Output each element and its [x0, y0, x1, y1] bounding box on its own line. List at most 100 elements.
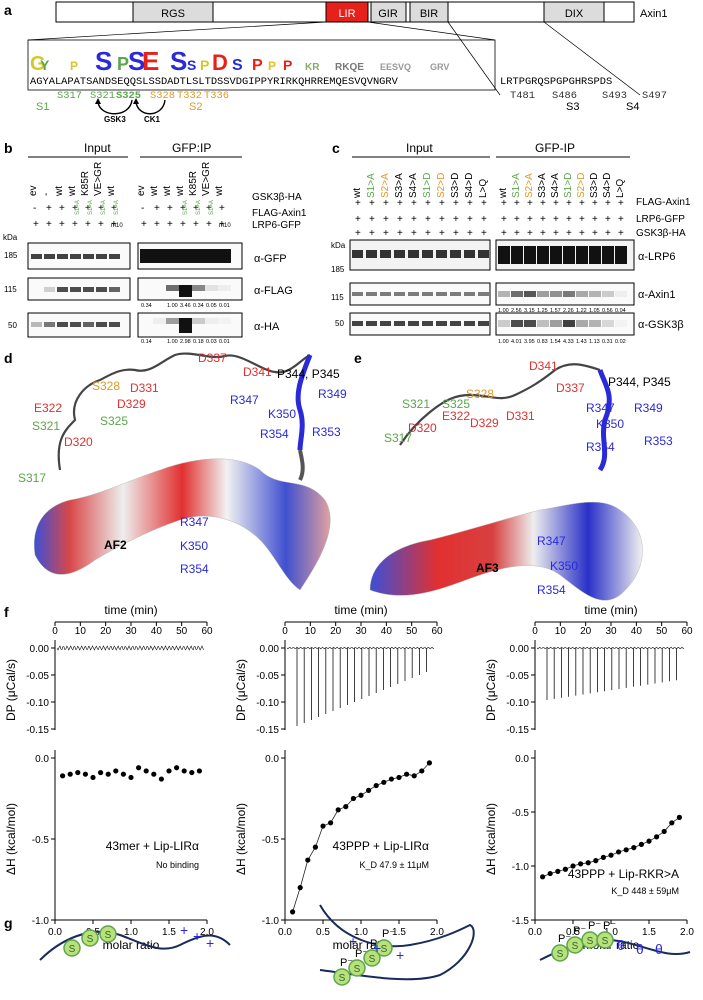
c-blot-axin-input [349, 282, 491, 306]
c-blot-lrp-input [349, 239, 491, 271]
d-model: AF2 [104, 538, 127, 552]
itc-data-point [419, 768, 425, 774]
g-serine-circle [81, 929, 99, 947]
c-lane-label: S3>D [589, 173, 600, 198]
c-sign: + [527, 198, 533, 209]
e-pp: P344, P345 [608, 375, 671, 389]
c-blot-gsk-ip [495, 312, 635, 336]
e-res-r347: R347 [586, 401, 615, 415]
g-phospho-label: P⁻ [573, 925, 586, 937]
c-sign: + [439, 214, 445, 225]
c-sign: + [383, 228, 389, 239]
domain-bir [409, 1, 449, 23]
g-serine-label: S [354, 964, 361, 975]
d-res-e322: E322 [34, 401, 62, 415]
c-band [511, 291, 523, 297]
c-sign: + [481, 228, 487, 239]
itc-x-tick: 1.0 [124, 927, 138, 938]
c-quant-axin: 1.22 [576, 308, 587, 314]
c-band [563, 291, 575, 297]
c-row-flag: FLAG-Axin1 [636, 197, 691, 208]
b-lane-label: - [41, 193, 52, 196]
itc-time-tick: 10 [75, 626, 87, 637]
c-sign: + [453, 214, 459, 225]
b-blot-label-gfp: α-GFP [254, 253, 287, 265]
d-res-s321: S321 [32, 419, 60, 433]
c-band [366, 321, 377, 326]
site-s328: S328 [150, 90, 175, 102]
itc-title: 43PPP + Lip-LIRα [333, 839, 430, 853]
c-band [380, 321, 391, 326]
label-gsk3: GSK3 [104, 115, 126, 124]
label-s4: S4 [626, 101, 639, 113]
d-surf-r347: R347 [180, 515, 209, 529]
c-band [352, 292, 363, 296]
itc-x-label: molar ratio [583, 938, 640, 952]
b-lane-label: VE>GR [93, 162, 104, 196]
b-marker-115: 115 [4, 285, 17, 294]
g-serine-circle [348, 959, 366, 977]
itc-x-tick: 1.5 [162, 927, 176, 938]
c-sign: + [467, 214, 473, 225]
site-s493: S493 [602, 90, 627, 102]
b-band [179, 318, 192, 333]
itc-dp-tick: -0.10 [256, 698, 279, 709]
itc-x-label: molar ratio [103, 938, 160, 952]
e-model: AF3 [476, 561, 499, 575]
svg-text:S: S [170, 46, 187, 76]
c-band [352, 250, 363, 258]
e-res-d337: D337 [556, 381, 585, 395]
c-sign: + [481, 198, 487, 209]
itc-dh-tick: 0.0 [265, 754, 279, 765]
c-lane-label: S2>D [436, 173, 447, 198]
c-blot-label-lrp: α-LRP6 [638, 251, 676, 263]
b-band [179, 249, 192, 263]
c-band [436, 292, 447, 296]
c-band [576, 291, 588, 297]
itc-dh-tick: 0.0 [35, 754, 49, 765]
c-sign: + [579, 198, 585, 209]
c-quant-axin: 3.15 [524, 308, 535, 314]
c-sign: + [605, 214, 611, 225]
itc-time-tick: 50 [656, 626, 668, 637]
c-sign: + [369, 228, 375, 239]
itc-data-point [600, 854, 607, 860]
c-quant-gsk: 1.00 [498, 339, 509, 345]
c-band [352, 321, 363, 326]
c-sign: + [605, 198, 611, 209]
itc-x-tick: 0.5 [566, 927, 580, 938]
svg-text:EESVQ: EESVQ [380, 62, 411, 72]
b-row-flag: FLAG-Axin1 [252, 208, 307, 219]
e-res-s325: S325 [442, 397, 470, 411]
b-quant-ha: 1.00 [167, 339, 178, 345]
e-res-d331: D331 [506, 409, 535, 423]
itc-data-point [585, 860, 591, 866]
itc-data-point [320, 823, 326, 829]
itc-data-point [113, 768, 119, 774]
c-sign: + [579, 228, 585, 239]
b-band [70, 287, 81, 292]
itc-x-tick: 2.0 [680, 927, 694, 938]
c-lane-label: S1>A [511, 173, 522, 198]
c-lane-label: S4>A [408, 173, 419, 198]
b-lane-s1a: S1>A [114, 200, 120, 215]
itc-time-label: time (min) [584, 603, 637, 617]
g-serine-label: S [381, 944, 388, 955]
b-blot-ha-ip [137, 312, 243, 338]
c-blot-lrp-ip [495, 239, 635, 271]
c-quant-gsk: 0.02 [615, 339, 626, 345]
c-sign: + [618, 198, 624, 209]
c-lane-label: S3>A [537, 173, 548, 198]
site-s317: S317 [57, 90, 82, 102]
c-lane-label: L>Q [478, 179, 489, 198]
c-quant-gsk: 1.54 [550, 339, 561, 345]
c-band [464, 292, 475, 296]
c-kda: kDa [331, 241, 346, 250]
b-band [44, 322, 55, 327]
c-band [511, 246, 523, 264]
c-lane-label: S4>D [464, 173, 475, 198]
itc-dp-label: DP (μCal/s) [4, 659, 18, 721]
b-lrp-sign: + [33, 219, 39, 230]
c-band [366, 292, 377, 296]
b-lane-label: wt [106, 186, 117, 197]
